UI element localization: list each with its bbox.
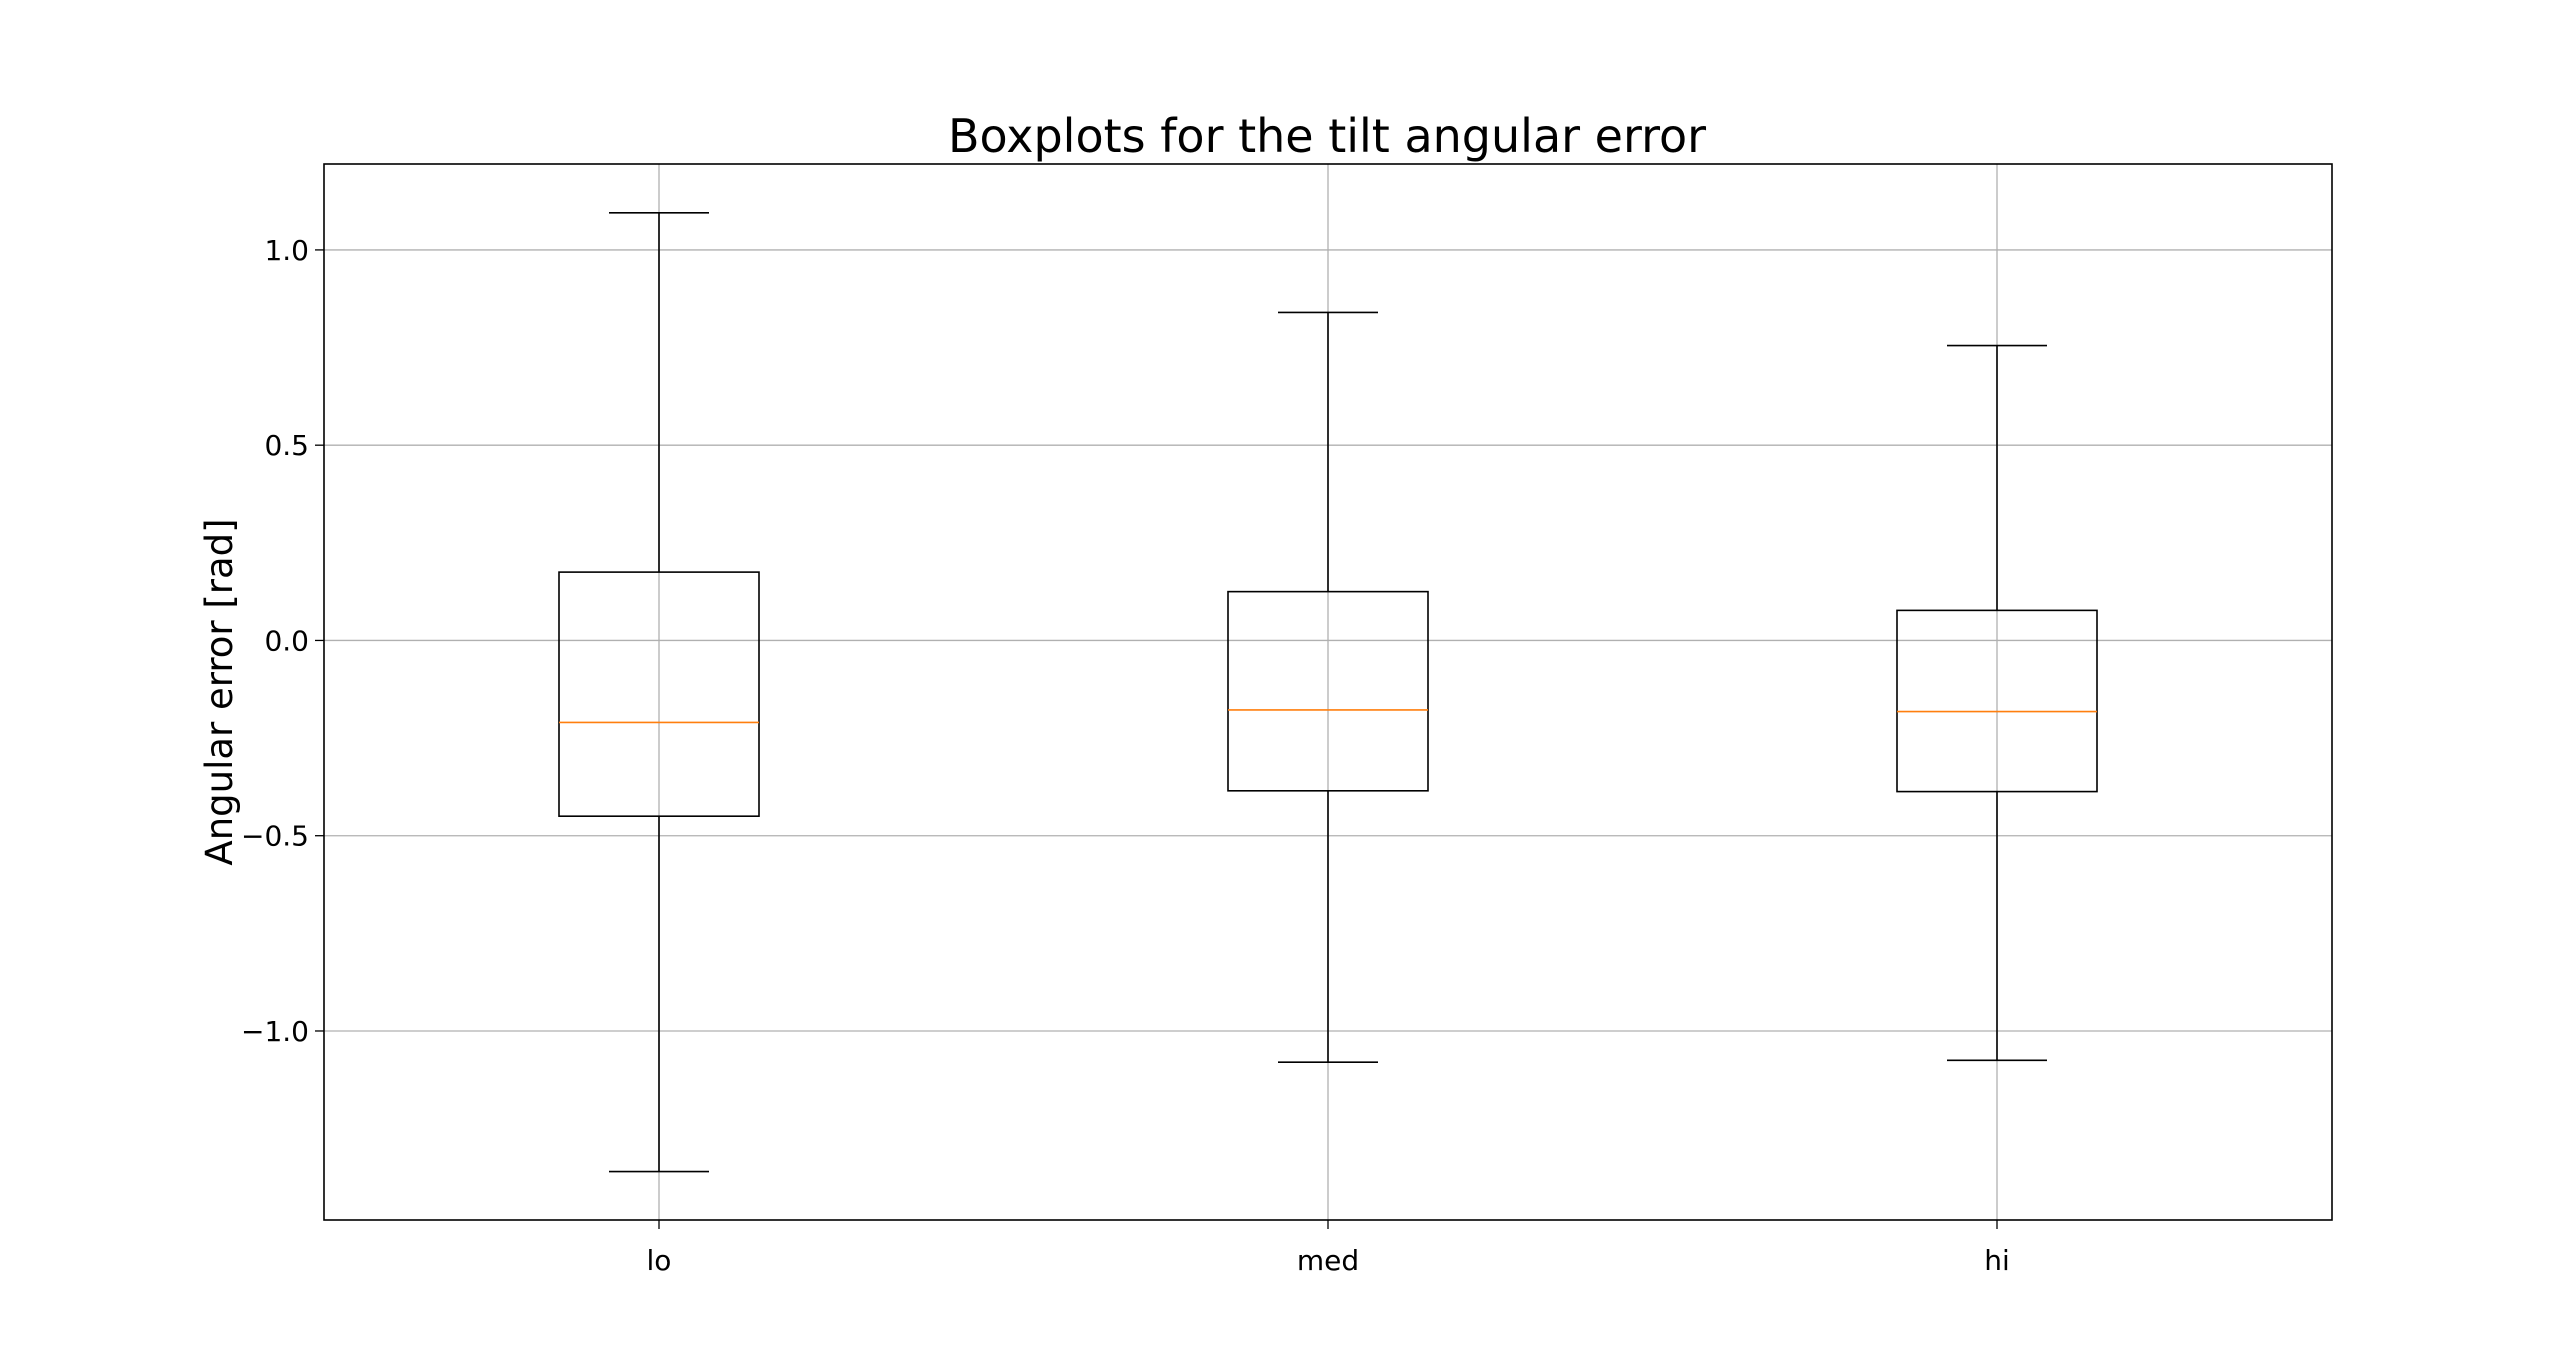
y-tick-label: 0.0 [264, 624, 309, 657]
x-tick-label: hi [1984, 1244, 2010, 1277]
iqr-box [558, 571, 760, 817]
boxplots [558, 212, 2098, 1173]
box-hi [1896, 344, 2098, 1062]
chart-title: Boxplots for the tilt angular error [948, 109, 1706, 163]
box-lo [558, 212, 760, 1173]
box-med [1227, 311, 1429, 1064]
y-axis-label: Angular error [rad] [198, 518, 241, 865]
y-tick-label: 0.5 [264, 429, 309, 462]
x-tick-label: lo [647, 1244, 672, 1277]
y-tick-label: −1.0 [241, 1015, 309, 1048]
x-tick-label: med [1297, 1244, 1359, 1277]
iqr-box [1227, 590, 1429, 792]
axis-ticks: −1.0 −0.5 0.0 0.5 1.0 lo med hi [241, 234, 2010, 1277]
y-tick-label: −0.5 [241, 820, 309, 853]
y-tick-label: 1.0 [264, 234, 309, 267]
iqr-box [1896, 609, 2098, 793]
plot-frame [323, 163, 2333, 1221]
